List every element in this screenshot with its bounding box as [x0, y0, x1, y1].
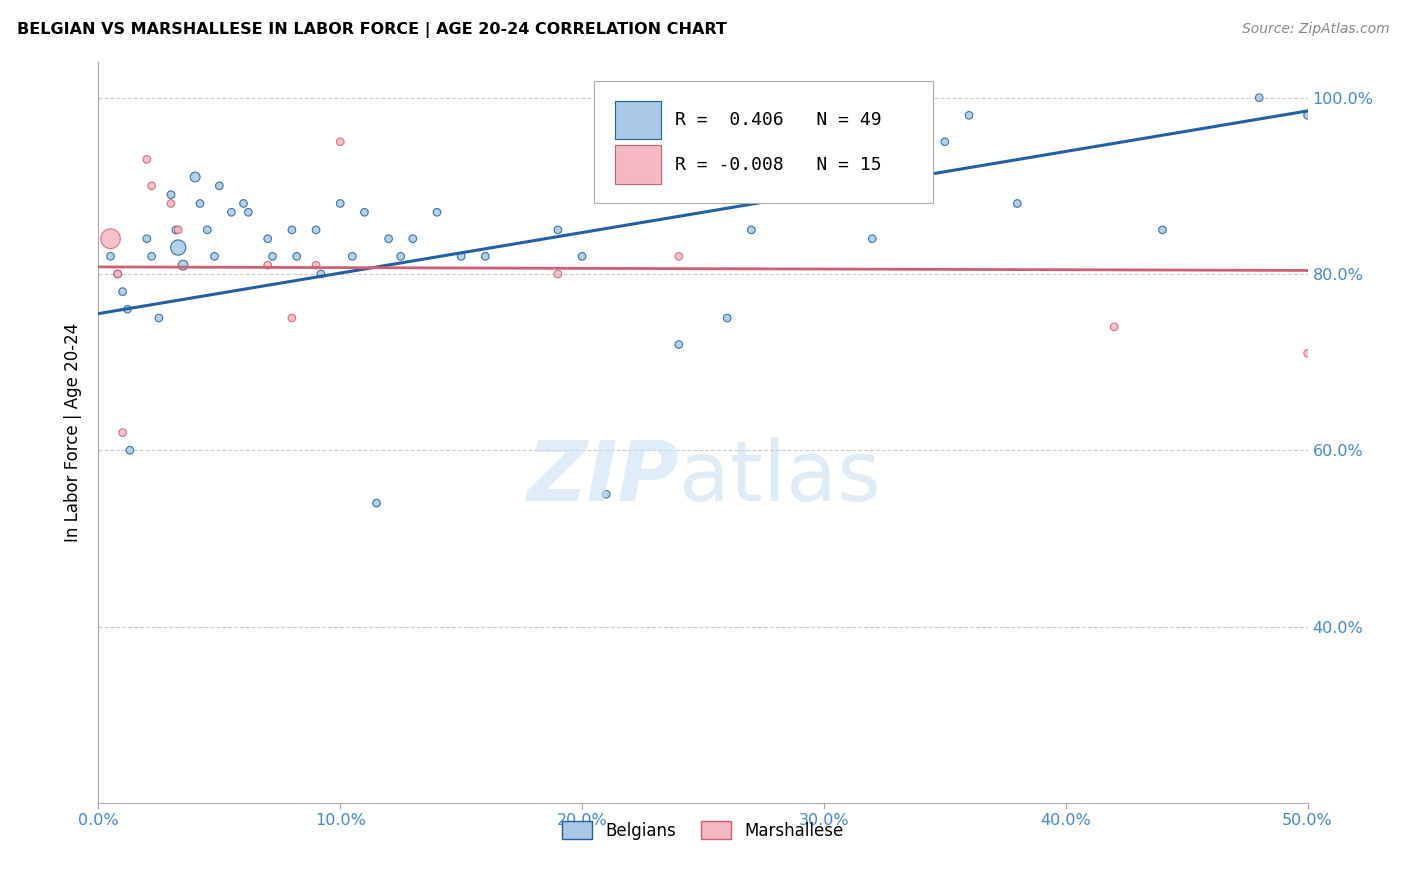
Point: [107, 267, 129, 281]
Point: [285, 249, 308, 263]
Point: [366, 496, 388, 510]
Point: [1152, 223, 1174, 237]
Point: [426, 205, 449, 219]
Point: [281, 311, 304, 326]
Point: [100, 232, 122, 246]
Point: [135, 232, 157, 246]
Text: atlas: atlas: [679, 436, 880, 517]
Point: [342, 249, 364, 263]
Point: [1296, 346, 1319, 360]
Point: [118, 443, 141, 458]
Point: [100, 249, 122, 263]
Point: [188, 196, 211, 211]
Point: [184, 169, 207, 184]
Point: [148, 311, 170, 326]
Point: [204, 249, 226, 263]
Point: [353, 205, 375, 219]
Y-axis label: In Labor Force | Age 20-24: In Labor Force | Age 20-24: [65, 323, 83, 542]
Text: BELGIAN VS MARSHALLESE IN LABOR FORCE | AGE 20-24 CORRELATION CHART: BELGIAN VS MARSHALLESE IN LABOR FORCE | …: [17, 22, 727, 38]
Point: [281, 223, 304, 237]
Point: [141, 178, 163, 193]
Point: [389, 249, 412, 263]
Point: [208, 178, 231, 193]
Text: ZIP: ZIP: [526, 436, 679, 517]
Point: [160, 187, 183, 202]
Point: [329, 135, 352, 149]
Point: [309, 267, 332, 281]
Point: [111, 285, 134, 299]
Point: [117, 302, 139, 317]
Point: [595, 487, 617, 501]
Point: [167, 223, 190, 237]
Point: [860, 232, 883, 246]
Point: [238, 205, 260, 219]
FancyBboxPatch shape: [614, 145, 661, 184]
FancyBboxPatch shape: [614, 101, 661, 139]
Point: [167, 240, 190, 255]
Point: [135, 153, 157, 167]
Point: [165, 223, 187, 237]
Point: [957, 108, 980, 122]
Point: [256, 258, 278, 272]
Point: [160, 196, 183, 211]
Point: [111, 425, 134, 440]
Point: [668, 337, 690, 351]
Point: [305, 258, 328, 272]
Point: [1007, 196, 1029, 211]
Point: [1102, 319, 1125, 334]
Point: [1296, 108, 1319, 122]
Point: [329, 196, 352, 211]
Point: [221, 205, 243, 219]
Point: [402, 232, 425, 246]
Point: [668, 249, 690, 263]
Point: [377, 232, 399, 246]
Point: [474, 249, 496, 263]
Point: [547, 223, 569, 237]
Point: [571, 249, 593, 263]
Legend: Belgians, Marshallese: Belgians, Marshallese: [555, 814, 851, 847]
Point: [195, 223, 218, 237]
Point: [1249, 91, 1271, 105]
Point: [256, 232, 278, 246]
Point: [716, 311, 738, 326]
Text: R = -0.008   N = 15: R = -0.008 N = 15: [675, 155, 882, 174]
Point: [740, 223, 762, 237]
Text: Source: ZipAtlas.com: Source: ZipAtlas.com: [1241, 22, 1389, 37]
Point: [450, 249, 472, 263]
Point: [172, 258, 194, 272]
Point: [547, 267, 569, 281]
FancyBboxPatch shape: [595, 81, 932, 203]
Point: [107, 267, 129, 281]
Point: [934, 135, 956, 149]
Text: R =  0.406   N = 49: R = 0.406 N = 49: [675, 112, 882, 129]
Point: [232, 196, 254, 211]
Point: [305, 223, 328, 237]
Point: [262, 249, 284, 263]
Point: [141, 249, 163, 263]
